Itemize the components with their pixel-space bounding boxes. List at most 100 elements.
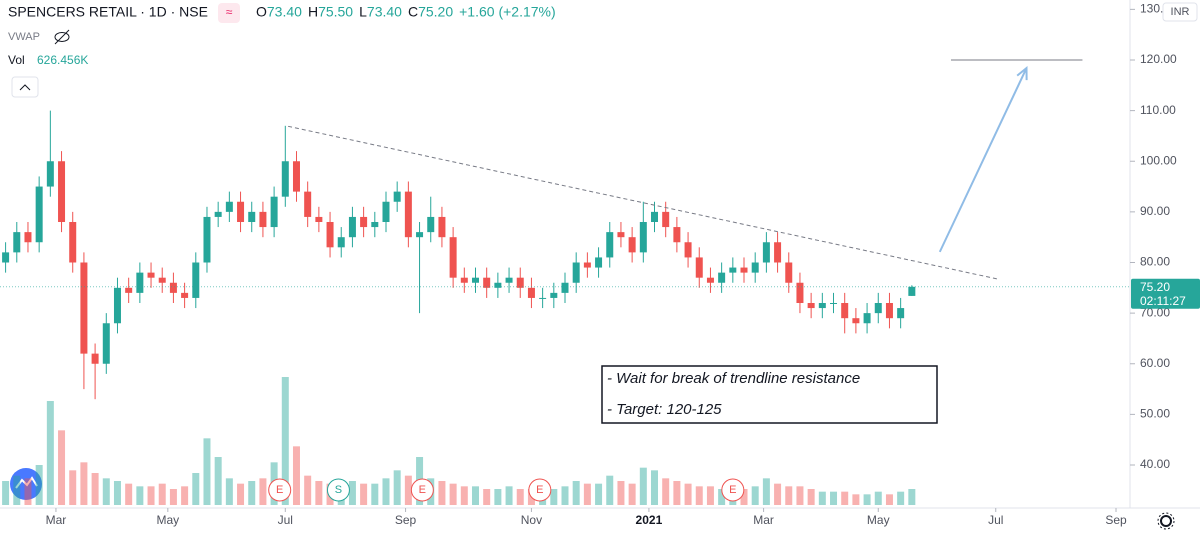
candle-body (617, 232, 625, 238)
volume-bar (695, 486, 703, 505)
candle-body (113, 287, 121, 324)
candle-body (460, 277, 468, 283)
volume-bar (908, 489, 916, 505)
candle-body (2, 252, 10, 263)
candle-body (885, 303, 893, 319)
volume-bar (449, 483, 457, 505)
candle-body (225, 201, 233, 212)
volume-bar (572, 481, 580, 505)
icon-glyph: ≈ (226, 5, 233, 19)
x-tick-label: May (156, 513, 179, 527)
candle-body (326, 221, 334, 248)
candle-body (505, 277, 513, 283)
candle-body (908, 286, 916, 296)
indicator-name: VWAP (8, 31, 40, 43)
hide-icon[interactable] (54, 29, 70, 45)
volume-bar (852, 494, 860, 505)
candle-body (449, 237, 457, 278)
y-tick-label: 80.00 (1140, 255, 1170, 269)
settings-icon[interactable] (1157, 512, 1175, 530)
candle-body (13, 232, 21, 253)
candle-body (606, 232, 614, 258)
candle-body (404, 191, 412, 238)
ohlc-value: 73.40 (267, 4, 302, 20)
volume-label: Vol (8, 53, 25, 67)
ohlc-value: 75.50 (318, 4, 353, 20)
candle-body (281, 161, 289, 197)
volume-bar (516, 489, 524, 505)
candle-body (158, 277, 166, 283)
candle-body (662, 211, 670, 228)
volume-bar (751, 486, 759, 505)
volume-bar (718, 489, 726, 505)
volume-bar (281, 377, 289, 505)
candle-body (807, 303, 815, 309)
candle-body (147, 272, 155, 278)
candle-body (774, 242, 782, 263)
volume-bar (740, 489, 748, 505)
x-tick-label: Sep (395, 513, 417, 527)
volume-bar (58, 430, 66, 505)
candle-body (471, 277, 479, 283)
compare-icon[interactable] (218, 3, 240, 23)
volume-bar (483, 489, 491, 505)
candle-body (762, 242, 770, 263)
volume-bar (80, 462, 88, 505)
volume-bar (796, 486, 804, 505)
event-label: S (335, 484, 342, 496)
candle-body (628, 237, 636, 253)
candle-body (494, 282, 502, 288)
volume-bar (863, 494, 871, 505)
candle-body (102, 323, 110, 364)
volume-bar (248, 481, 256, 505)
ohlc-key: L (359, 4, 367, 20)
logo[interactable] (10, 468, 42, 500)
trendline (287, 125, 999, 280)
volume-bar (830, 491, 838, 505)
y-tick-label: 60.00 (1140, 356, 1170, 370)
candle-body (181, 292, 189, 298)
candle-body (695, 257, 703, 278)
volume-bar (315, 481, 323, 505)
candle-body (751, 262, 759, 273)
last-price-badge (1131, 278, 1200, 309)
candle-body (595, 257, 603, 268)
candle-body (304, 191, 312, 217)
volume-bar (393, 470, 401, 505)
volume-bar (550, 489, 558, 505)
candle-body (639, 221, 647, 253)
volume-bar (561, 486, 569, 505)
volume-bar (785, 486, 793, 505)
volume-bar (673, 481, 681, 505)
candle-body (818, 303, 826, 309)
candle-body (203, 216, 211, 263)
ohlc-key: O (256, 4, 267, 20)
volume-bar (662, 478, 670, 505)
candle-body (24, 232, 32, 243)
candle-body (516, 277, 524, 288)
ohlc-value: 75.20 (418, 4, 453, 20)
candle-body (35, 186, 43, 243)
candle-body (125, 287, 133, 293)
candle-body (46, 161, 54, 187)
candle-body (58, 161, 66, 222)
volume-bar (259, 478, 267, 505)
candle-body (348, 216, 356, 238)
ohlc-value: 73.40 (367, 4, 402, 20)
ohlc-key: H (308, 4, 318, 20)
y-tick-label: 50.00 (1140, 407, 1170, 421)
volume-bar (494, 489, 502, 505)
x-tick-label: Mar (46, 513, 67, 527)
candle-body (360, 216, 368, 228)
x-tick-label: Mar (753, 513, 774, 527)
volume-bar (639, 467, 647, 505)
candle-body (785, 262, 793, 283)
volume-bar (214, 457, 222, 505)
candle-body (740, 267, 748, 273)
volume-bar (292, 446, 300, 505)
volume-bar (818, 491, 826, 505)
volume-bar (35, 465, 43, 505)
volume-bar (438, 481, 446, 505)
collapse-button[interactable] (11, 76, 39, 98)
